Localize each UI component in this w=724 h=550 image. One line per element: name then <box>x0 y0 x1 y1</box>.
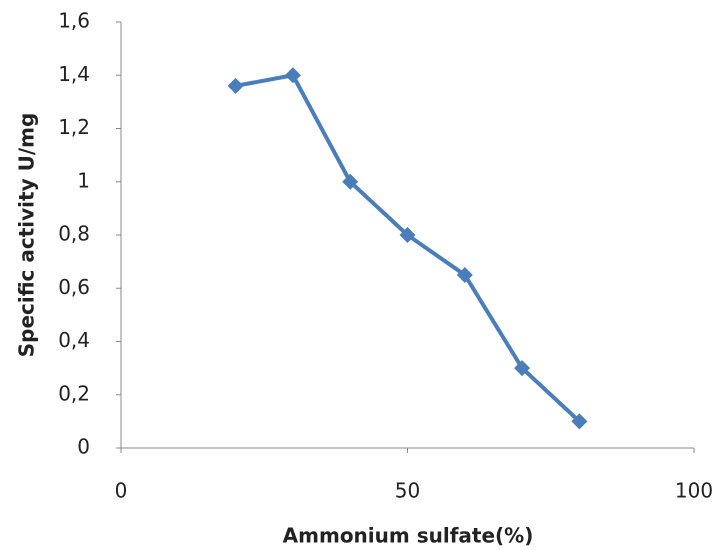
x-tick-label: 0 <box>115 479 128 503</box>
y-tick-label: 1 <box>77 168 90 192</box>
y-tick-label: 0 <box>77 435 90 459</box>
marker <box>227 77 244 94</box>
y-tick-label: 0,6 <box>58 275 90 299</box>
marker <box>514 360 531 377</box>
y-tick-label: 0,8 <box>58 222 90 246</box>
y-tick-label: 1,4 <box>58 62 90 86</box>
y-tick-label: 0,4 <box>58 328 90 352</box>
x-axis-label: Ammonium sulfate(%) <box>283 524 534 548</box>
x-tick-label: 100 <box>675 479 713 503</box>
marker <box>571 413 588 430</box>
y-axis-label: Specific activity U/mg <box>15 113 39 358</box>
y-tick-label: 1,2 <box>58 115 90 139</box>
y-tick-label: 1,6 <box>58 9 90 33</box>
marker <box>342 173 359 190</box>
x-tick-label: 50 <box>395 479 420 503</box>
marker <box>456 266 473 283</box>
y-tick-label: 0,2 <box>58 381 90 405</box>
marker <box>399 227 416 243</box>
marker <box>284 67 301 84</box>
